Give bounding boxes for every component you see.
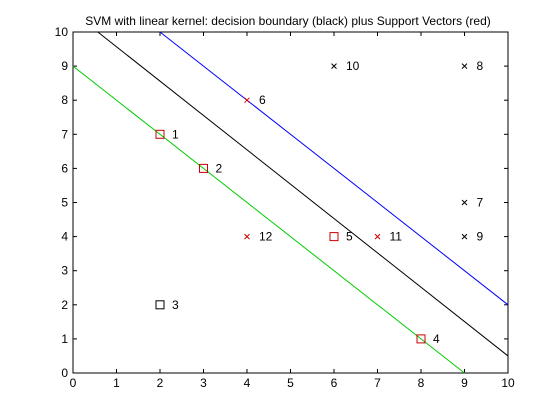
x-tick-label: 1 xyxy=(113,376,120,390)
point-label: 1 xyxy=(172,127,179,141)
plot-frame xyxy=(72,31,509,374)
point-label: 3 xyxy=(172,298,179,312)
square-marker xyxy=(155,129,165,139)
x-tick-label: 3 xyxy=(200,376,207,390)
cross-marker xyxy=(244,233,250,240)
cross-marker xyxy=(461,199,468,206)
point-label: 11 xyxy=(390,230,403,244)
y-tick-label: 9 xyxy=(61,59,68,73)
boundary-line xyxy=(159,31,509,306)
point-label: 9 xyxy=(477,230,484,244)
y-tick-label: 0 xyxy=(61,366,68,380)
y-tick-label: 10 xyxy=(55,25,69,39)
boundary-lines xyxy=(72,31,509,374)
point-label: 8 xyxy=(477,59,484,73)
point-label: 5 xyxy=(346,230,353,244)
y-tick-label: 6 xyxy=(61,161,68,175)
x-tick-label: 4 xyxy=(244,376,251,390)
square-marker xyxy=(155,300,165,310)
boundary-line xyxy=(97,31,509,357)
point-label: 6 xyxy=(259,93,266,107)
cross-marker xyxy=(331,63,337,69)
y-tick-label: 5 xyxy=(61,196,68,210)
x-tick-label: 9 xyxy=(461,376,468,390)
square-marker xyxy=(416,334,426,344)
cross-marker xyxy=(374,233,381,240)
square-marker xyxy=(199,163,208,173)
y-tick-label: 1 xyxy=(61,332,68,346)
point-label: 12 xyxy=(259,230,273,244)
chart-title: SVM with linear kernel: decision boundar… xyxy=(85,14,491,28)
y-tick-label: 7 xyxy=(61,127,68,141)
cross-marker xyxy=(461,233,468,240)
y-tick-label: 8 xyxy=(61,93,68,107)
cross-marker xyxy=(461,63,468,69)
boundary-line xyxy=(72,65,465,374)
x-tick-label: 2 xyxy=(157,376,164,390)
x-tick-label: 7 xyxy=(374,376,381,390)
point-label: 4 xyxy=(433,332,440,346)
y-tick-label: 4 xyxy=(61,230,68,244)
square-marker xyxy=(329,232,339,242)
y-tick-label: 2 xyxy=(61,298,68,312)
x-tick-label: 0 xyxy=(70,376,77,390)
x-tick-label: 10 xyxy=(501,376,515,390)
cross-marker xyxy=(244,97,250,104)
point-label: 2 xyxy=(216,161,223,175)
x-tick-label: 6 xyxy=(331,376,338,390)
x-tick-label: 5 xyxy=(287,376,294,390)
y-tick-label: 3 xyxy=(61,264,68,278)
x-tick-label: 8 xyxy=(418,376,425,390)
point-label: 10 xyxy=(346,59,360,73)
point-label: 7 xyxy=(477,196,484,210)
